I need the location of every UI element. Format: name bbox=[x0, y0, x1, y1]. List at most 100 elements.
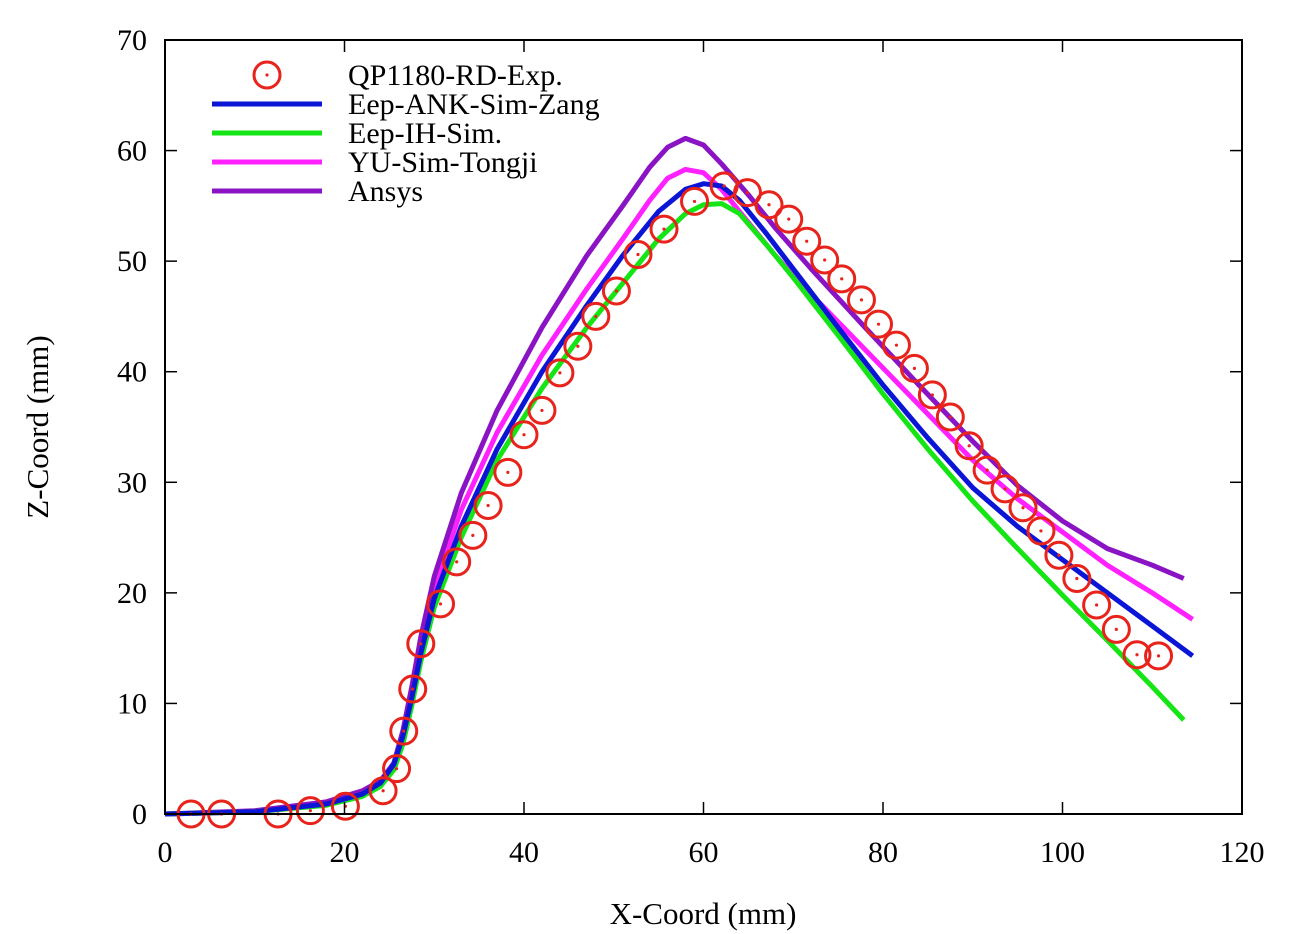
data-point-center bbox=[1114, 627, 1118, 631]
data-point bbox=[406, 629, 436, 659]
series-layer bbox=[164, 135, 1195, 829]
legend: QP1180-RD-Exp.Eep-ANK-Sim-ZangEep-IH-Sim… bbox=[212, 59, 600, 208]
y-tick-label: 30 bbox=[117, 466, 147, 499]
data-point-center bbox=[876, 322, 881, 326]
data-point bbox=[509, 420, 539, 450]
data-point bbox=[732, 178, 762, 208]
x-axis-title: X-Coord (mm) bbox=[610, 896, 797, 931]
x-tick-label: 0 bbox=[158, 836, 173, 869]
data-point bbox=[458, 520, 488, 550]
legend-item: QP1180-RD-Exp. bbox=[252, 59, 563, 92]
y-axis-title: Z-Coord (mm) bbox=[20, 335, 55, 518]
data-point-center bbox=[1057, 553, 1061, 557]
data-point-center bbox=[308, 809, 312, 813]
data-point bbox=[1044, 540, 1074, 570]
data-point bbox=[442, 547, 472, 577]
data-point-center bbox=[692, 199, 697, 204]
data-point bbox=[1101, 614, 1131, 644]
data-point-center bbox=[486, 503, 490, 508]
x-tick-label: 100 bbox=[1040, 836, 1085, 869]
data-point bbox=[864, 309, 894, 339]
data-point-center bbox=[1039, 529, 1043, 533]
data-point-center bbox=[1075, 576, 1079, 581]
legend-item: YU-Sim-Tongji bbox=[212, 146, 538, 179]
data-point bbox=[473, 491, 503, 521]
legend-item: Eep-ANK-Sim-Zang bbox=[212, 88, 600, 121]
data-point-center bbox=[381, 789, 385, 793]
series-line-eep-ank-sim-zang bbox=[164, 181, 1195, 817]
data-point-center bbox=[948, 415, 952, 419]
data-point bbox=[527, 395, 557, 425]
data-point bbox=[935, 402, 965, 432]
y-tick-label: 70 bbox=[117, 24, 147, 57]
data-point-center bbox=[438, 602, 443, 606]
data-point bbox=[295, 796, 325, 826]
data-point bbox=[810, 245, 840, 275]
x-tick-label: 20 bbox=[330, 836, 360, 869]
data-point bbox=[990, 474, 1020, 504]
data-point bbox=[754, 190, 784, 220]
data-point-center bbox=[1021, 506, 1025, 510]
data-point-center bbox=[912, 366, 917, 370]
data-point bbox=[1008, 493, 1038, 523]
ticks-layer: 0 20 40 60 80 100 120 0 10 20 30 40 50 60 70 bbox=[117, 24, 1265, 869]
data-point-center bbox=[522, 433, 526, 437]
data-point bbox=[827, 264, 857, 294]
data-point-center bbox=[394, 767, 399, 771]
data-point bbox=[774, 204, 804, 234]
data-point-center bbox=[506, 470, 510, 474]
data-point bbox=[972, 455, 1002, 485]
x-tick-label: 40 bbox=[509, 836, 539, 869]
legend-item: Eep-IH-Sim. bbox=[212, 117, 502, 150]
data-point-center bbox=[576, 344, 580, 348]
y-tick-label: 60 bbox=[117, 135, 147, 168]
data-point bbox=[881, 330, 911, 360]
data-point bbox=[382, 754, 412, 784]
data-point-center bbox=[1003, 487, 1007, 491]
data-point-center bbox=[636, 252, 640, 257]
data-point bbox=[846, 285, 876, 315]
data-point bbox=[649, 214, 679, 244]
y-tick-label: 0 bbox=[132, 798, 147, 831]
data-point-center bbox=[745, 190, 750, 195]
data-point-center bbox=[662, 227, 666, 231]
data-point bbox=[680, 186, 710, 216]
data-point-center bbox=[471, 533, 475, 537]
y-tick-label: 40 bbox=[117, 356, 147, 389]
data-point-center bbox=[594, 314, 598, 319]
series-line-eep-ih-sim bbox=[164, 201, 1186, 817]
data-point-center bbox=[805, 239, 809, 243]
data-point bbox=[563, 331, 593, 361]
x-tick-label: 60 bbox=[689, 836, 719, 869]
data-point-center bbox=[540, 408, 544, 413]
y-tick-label: 10 bbox=[117, 687, 147, 720]
data-point-center bbox=[859, 298, 864, 302]
data-point bbox=[426, 589, 456, 619]
legend-label: Eep-IH-Sim. bbox=[348, 117, 502, 150]
data-point bbox=[792, 226, 822, 256]
data-point bbox=[389, 716, 419, 746]
data-point-center bbox=[402, 729, 406, 733]
data-point-center bbox=[894, 343, 899, 347]
data-point bbox=[601, 276, 631, 306]
data-point bbox=[623, 240, 653, 270]
data-point bbox=[1082, 590, 1112, 620]
data-point bbox=[398, 674, 428, 704]
data-point-center bbox=[1135, 653, 1139, 657]
data-point-center bbox=[419, 642, 423, 646]
data-point bbox=[917, 380, 947, 410]
legend-marker-center bbox=[265, 73, 269, 77]
data-point-center bbox=[930, 393, 934, 397]
data-point bbox=[1062, 563, 1092, 593]
data-point-center bbox=[558, 371, 562, 375]
data-point bbox=[493, 457, 523, 487]
legend-item: Ansys bbox=[212, 175, 423, 208]
legend-marker bbox=[252, 60, 282, 90]
data-point-center bbox=[985, 468, 989, 472]
data-point bbox=[368, 776, 398, 806]
data-point bbox=[581, 301, 611, 331]
data-point bbox=[1122, 640, 1152, 670]
data-point-center bbox=[1095, 603, 1099, 607]
data-point-center bbox=[1156, 654, 1161, 658]
